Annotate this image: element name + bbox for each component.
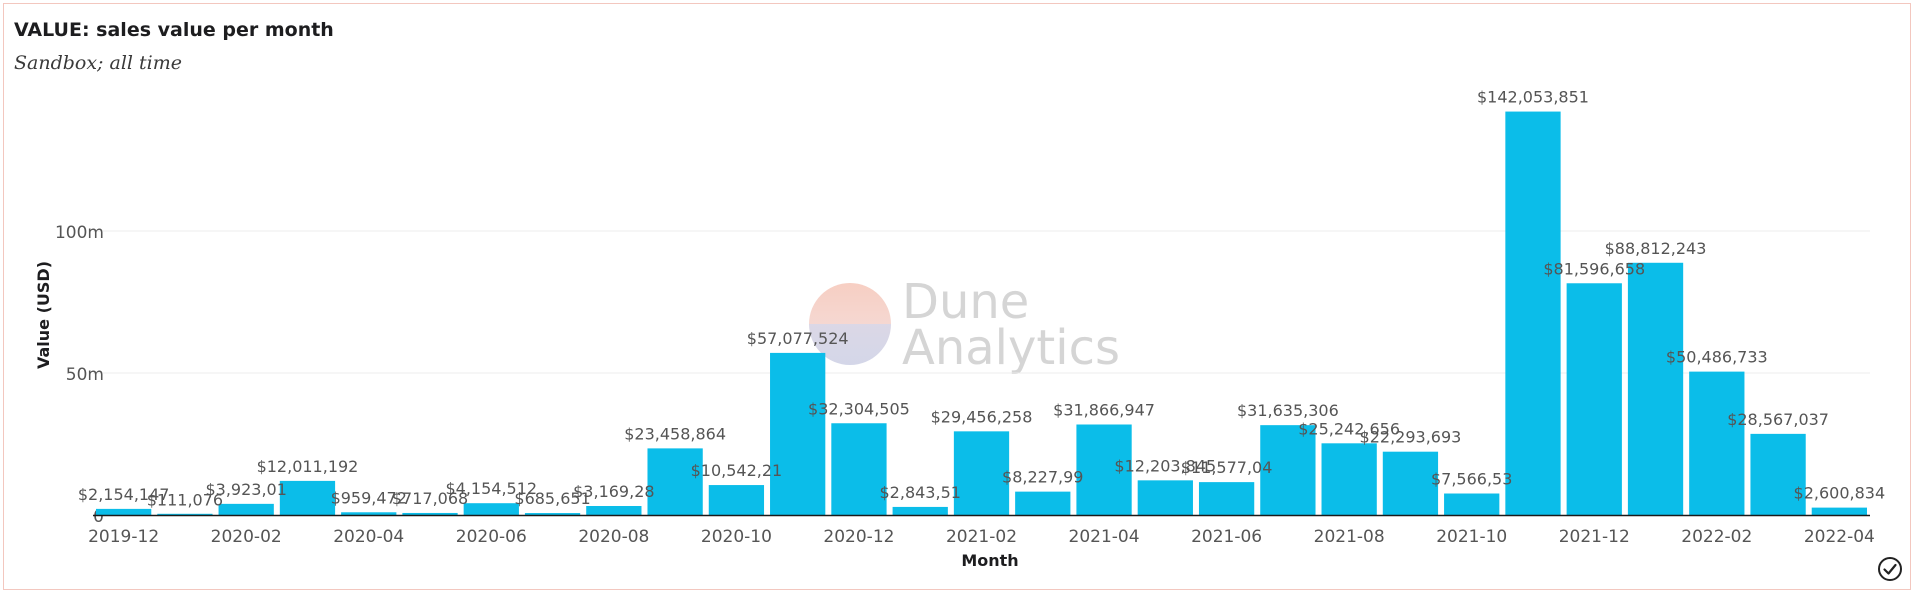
data-label: $2,154,147 (78, 485, 170, 504)
data-label: $142,053,851 (1477, 88, 1589, 107)
bar-2021-11 (1505, 111, 1561, 515)
data-label: $12,203,845 (1114, 456, 1216, 475)
data-label: $717,068 (392, 489, 468, 508)
bar-2020-03 (279, 480, 336, 515)
bar-2021-05 (1137, 480, 1193, 515)
y-tick-label: 50m (66, 365, 104, 385)
data-label: $31,866,947 (1053, 400, 1155, 419)
bar-2022-04 (1811, 507, 1867, 515)
x-tick-label: 2019-12 (88, 527, 159, 547)
data-label: $12,011,192 (257, 457, 359, 476)
bar-2020-07 (524, 513, 581, 515)
x-tick-label: 2022-04 (1804, 527, 1875, 547)
watermark-line2: Analytics (902, 320, 1120, 376)
data-label: $23,458,864 (624, 424, 726, 443)
data-label: $25,242,656 (1298, 419, 1400, 438)
data-label: $111,076 (147, 491, 223, 510)
y-tick-label: 0 (93, 507, 104, 527)
bar-2020-01 (157, 513, 213, 515)
data-label: $50,486,733 (1666, 348, 1768, 367)
bar-2020-11 (770, 352, 826, 515)
data-label: $28,567,037 (1727, 410, 1829, 429)
data-label: $31,635,306 (1237, 401, 1339, 420)
bar-2020-06 (463, 503, 519, 515)
bar-2022-02 (1689, 371, 1745, 515)
bar-2020-10 (708, 485, 765, 515)
data-label: $2,600,834 (1794, 484, 1886, 503)
x-tick-label: 2020-02 (211, 527, 282, 547)
data-label: $88,812,243 (1605, 239, 1707, 258)
data-label: $2,843,51 (880, 483, 961, 502)
data-label: $32,304,505 (808, 399, 910, 418)
y-tick-label: 100m (55, 223, 104, 243)
bar-2021-08 (1321, 443, 1377, 515)
bar-2021-07 (1260, 425, 1316, 515)
y-axis-title: Value (USD) (34, 261, 53, 369)
chart-subtitle: Sandbox; all time (14, 52, 182, 74)
bar-2021-04 (1076, 424, 1132, 515)
data-label: $11,577,04 (1181, 458, 1273, 477)
x-tick-label: 2020-04 (333, 527, 404, 547)
data-label: $57,077,524 (747, 329, 849, 348)
dune-logo-icon (809, 283, 891, 365)
x-axis-title: Month (961, 551, 1018, 570)
x-tick-label: 2020-08 (578, 527, 649, 547)
data-label: $7,566,53 (1431, 470, 1512, 489)
bar-2020-12 (831, 423, 887, 515)
bar-2020-09 (647, 448, 703, 515)
x-tick-label: 2021-08 (1314, 527, 1385, 547)
bar-2021-12 (1566, 283, 1622, 515)
data-label: $3,169,28 (573, 482, 654, 501)
data-label: $8,227,99 (1002, 468, 1083, 487)
data-label: $685,651 (514, 489, 590, 508)
bar-2021-10 (1444, 493, 1500, 515)
bar-2020-04 (341, 512, 397, 515)
data-label: $4,154,512 (445, 479, 537, 498)
data-label: $29,456,258 (931, 407, 1033, 426)
check-circle-icon[interactable] (1876, 555, 1904, 583)
x-tick-label: 2020-10 (701, 527, 772, 547)
bar-2021-09 (1382, 451, 1439, 515)
data-label: $22,293,693 (1360, 428, 1462, 447)
x-tick-label: 2020-06 (456, 527, 527, 547)
x-tick-label: 2021-10 (1436, 527, 1507, 547)
bar-2021-03 (1015, 491, 1071, 515)
bar-2020-08 (586, 505, 642, 515)
data-label: $959,472 (331, 488, 407, 507)
bar-2021-06 (1198, 482, 1255, 515)
data-label: $3,923,01 (205, 480, 286, 499)
watermark-line1: Dune (902, 274, 1029, 330)
bar-2020-05 (402, 512, 458, 515)
x-tick-label: 2021-04 (1069, 527, 1140, 547)
bar-2022-01 (1627, 262, 1684, 515)
x-tick-label: 2021-02 (946, 527, 1017, 547)
chart-title: VALUE: sales value per month (14, 19, 334, 41)
data-label: $81,596,658 (1543, 259, 1645, 278)
x-tick-label: 2021-06 (1191, 527, 1262, 547)
bar-2022-03 (1750, 433, 1806, 515)
x-tick-label: 2020-12 (823, 527, 894, 547)
data-label: $10,542,21 (691, 461, 783, 480)
x-tick-label: 2021-12 (1559, 527, 1630, 547)
x-tick-label: 2022-02 (1681, 527, 1752, 547)
bar-2019-12 (96, 508, 152, 515)
bar-2021-01 (892, 506, 948, 515)
bar-2020-02 (218, 503, 274, 515)
bar-2021-02 (953, 431, 1010, 515)
